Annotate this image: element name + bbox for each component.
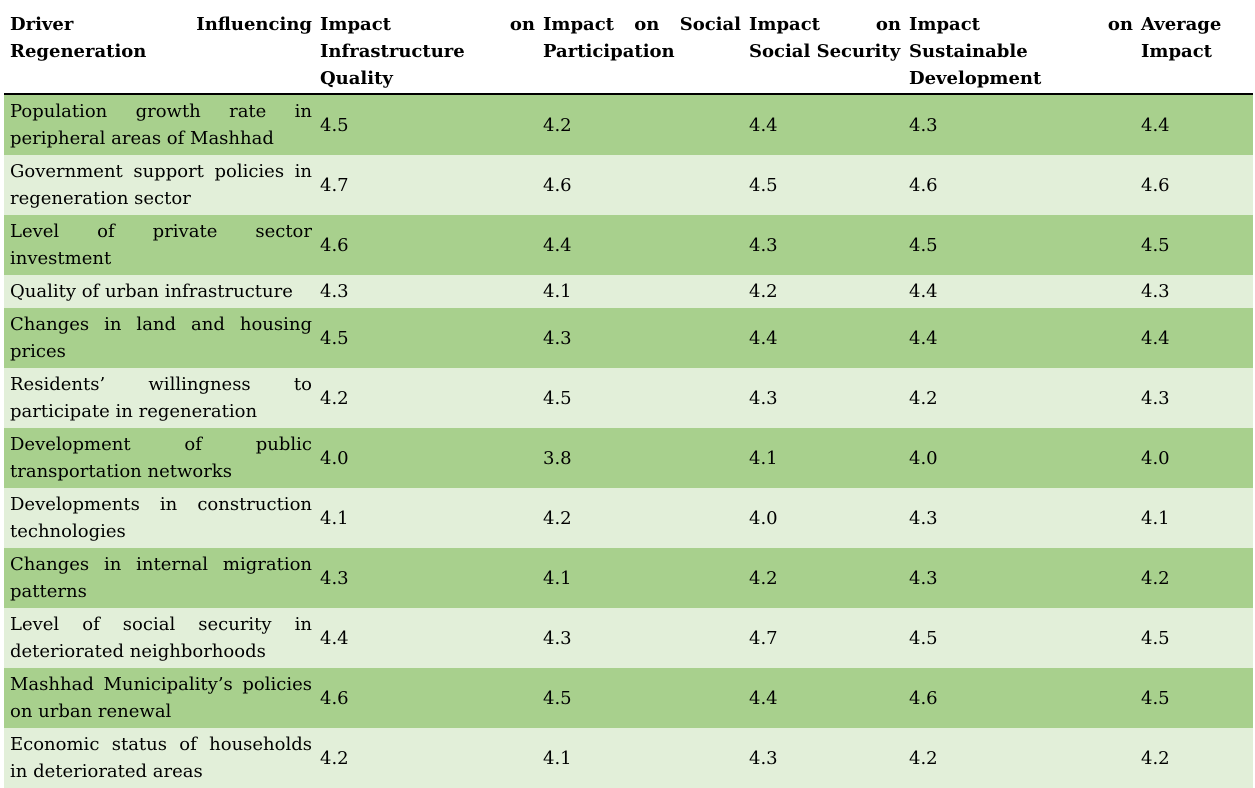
cell-sustainable-development: 4.6 <box>909 174 938 196</box>
table-body: Population growth rate in peripheral are… <box>4 94 1253 788</box>
cell-social-security: 4.7 <box>749 627 778 649</box>
cell-social-participation: 4.5 <box>543 687 572 709</box>
cell-infrastructure-quality: 4.5 <box>320 114 349 136</box>
cell-social-participation: 4.3 <box>543 627 572 649</box>
cell-driver: Development of public transportation net… <box>10 434 312 482</box>
cell-social-security: 4.4 <box>749 327 778 349</box>
cell-social-participation: 3.8 <box>543 447 572 469</box>
cell-average-impact: 4.2 <box>1141 747 1170 769</box>
cell-social-security: 4.4 <box>749 687 778 709</box>
table-row: Economic status of households in deterio… <box>4 728 1253 788</box>
table-row: Level of social security in deteriorated… <box>4 608 1253 668</box>
cell-sustainable-development: 4.4 <box>909 327 938 349</box>
cell-social-participation: 4.6 <box>543 174 572 196</box>
cell-average-impact: 4.3 <box>1141 387 1170 409</box>
cell-social-security: 4.1 <box>749 447 778 469</box>
cell-sustainable-development: 4.3 <box>909 507 938 529</box>
cell-average-impact: 4.5 <box>1141 234 1170 256</box>
cell-infrastructure-quality: 4.2 <box>320 747 349 769</box>
header-row: Driver Influencing Regeneration Impact o… <box>4 10 1253 94</box>
cell-infrastructure-quality: 4.4 <box>320 627 349 649</box>
cell-social-security: 4.2 <box>749 567 778 589</box>
cell-social-participation: 4.2 <box>543 507 572 529</box>
cell-average-impact: 4.5 <box>1141 687 1170 709</box>
cell-driver: Residents’ willingness to participate in… <box>10 374 312 422</box>
regeneration-drivers-table: Driver Influencing Regeneration Impact o… <box>4 10 1253 788</box>
cell-social-participation: 4.2 <box>543 114 572 136</box>
cell-infrastructure-quality: 4.1 <box>320 507 349 529</box>
table-row: Changes in internal migration patterns 4.… <box>4 548 1253 608</box>
cell-social-participation: 4.1 <box>543 567 572 589</box>
cell-driver: Level of private sector investment <box>10 221 312 269</box>
cell-infrastructure-quality: 4.6 <box>320 687 349 709</box>
cell-social-participation: 4.1 <box>543 747 572 769</box>
table-row: Changes in land and housing prices 4.5 4.3… <box>4 308 1253 368</box>
cell-social-security: 4.0 <box>749 507 778 529</box>
cell-social-participation: 4.5 <box>543 387 572 409</box>
cell-infrastructure-quality: 4.0 <box>320 447 349 469</box>
table-header: Driver Influencing Regeneration Impact o… <box>4 10 1253 94</box>
cell-social-security: 4.2 <box>749 281 778 302</box>
table-row: Population growth rate in peripheral are… <box>4 94 1253 155</box>
cell-driver: Government support policies in regenerat… <box>10 161 312 209</box>
cell-sustainable-development: 4.2 <box>909 747 938 769</box>
cell-infrastructure-quality: 4.2 <box>320 387 349 409</box>
table-row: Level of private sector investment 4.6 4.4… <box>4 215 1253 275</box>
cell-average-impact: 4.2 <box>1141 567 1170 589</box>
cell-social-security: 4.4 <box>749 114 778 136</box>
header-average-impact: Average Impact <box>1141 14 1222 62</box>
table-row: Residents’ willingness to participate in… <box>4 368 1253 428</box>
cell-sustainable-development: 4.2 <box>909 387 938 409</box>
table-row: Quality of urban infrastructure 4.3 4.1 4.2… <box>4 275 1253 308</box>
cell-social-security: 4.3 <box>749 747 778 769</box>
cell-infrastructure-quality: 4.3 <box>320 567 349 589</box>
cell-sustainable-development: 4.0 <box>909 447 938 469</box>
cell-infrastructure-quality: 4.6 <box>320 234 349 256</box>
cell-social-security: 4.3 <box>749 387 778 409</box>
cell-driver: Developments in construction technologie… <box>10 494 312 542</box>
cell-average-impact: 4.4 <box>1141 327 1170 349</box>
cell-sustainable-development: 4.3 <box>909 567 938 589</box>
cell-sustainable-development: 4.3 <box>909 114 938 136</box>
header-sustainable-development: Impact on Sustainable Development <box>909 14 1133 89</box>
cell-driver: Population growth rate in peripheral are… <box>10 101 312 149</box>
cell-infrastructure-quality: 4.5 <box>320 327 349 349</box>
header-driver: Driver Influencing Regeneration <box>10 14 312 62</box>
cell-average-impact: 4.4 <box>1141 114 1170 136</box>
cell-infrastructure-quality: 4.7 <box>320 174 349 196</box>
cell-sustainable-development: 4.6 <box>909 687 938 709</box>
cell-driver: Changes in land and housing prices <box>10 314 312 362</box>
cell-average-impact: 4.3 <box>1141 281 1170 302</box>
cell-driver: Level of social security in deteriorated… <box>10 614 312 662</box>
cell-infrastructure-quality: 4.3 <box>320 281 349 302</box>
cell-social-security: 4.5 <box>749 174 778 196</box>
cell-average-impact: 4.5 <box>1141 627 1170 649</box>
header-infrastructure-quality: Impact on Infrastructure Quality <box>320 14 535 89</box>
header-social-participation: Impact on Social Participation <box>543 14 741 62</box>
cell-social-participation: 4.3 <box>543 327 572 349</box>
cell-average-impact: 4.0 <box>1141 447 1170 469</box>
header-social-security: Impact on Social Security <box>749 14 901 62</box>
cell-driver: Mashhad Municipality’s policies on urban… <box>10 674 312 722</box>
cell-social-participation: 4.4 <box>543 234 572 256</box>
cell-average-impact: 4.1 <box>1141 507 1170 529</box>
cell-sustainable-development: 4.4 <box>909 281 938 302</box>
cell-sustainable-development: 4.5 <box>909 627 938 649</box>
table-row: Government support policies in regenerat… <box>4 155 1253 215</box>
cell-driver: Economic status of households in deterio… <box>10 734 312 782</box>
table-row: Development of public transportation net… <box>4 428 1253 488</box>
cell-driver: Quality of urban infrastructure <box>10 281 293 302</box>
cell-social-participation: 4.1 <box>543 281 572 302</box>
table-row: Mashhad Municipality’s policies on urban… <box>4 668 1253 728</box>
cell-average-impact: 4.6 <box>1141 174 1170 196</box>
cell-social-security: 4.3 <box>749 234 778 256</box>
cell-sustainable-development: 4.5 <box>909 234 938 256</box>
cell-driver: Changes in internal migration patterns <box>10 554 312 602</box>
table-row: Developments in construction technologie… <box>4 488 1253 548</box>
document-table-region: Driver Influencing Regeneration Impact o… <box>4 10 1253 788</box>
